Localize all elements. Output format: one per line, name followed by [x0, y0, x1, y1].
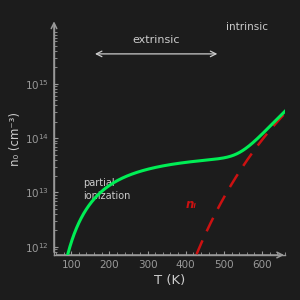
X-axis label: T (K): T (K): [154, 274, 185, 287]
Text: extrinsic: extrinsic: [132, 35, 180, 45]
Text: partial
ionization: partial ionization: [82, 178, 130, 201]
Text: nᵢ: nᵢ: [186, 198, 197, 211]
Y-axis label: n₀ (cm⁻³): n₀ (cm⁻³): [9, 112, 22, 166]
Text: intrinsic: intrinsic: [226, 22, 268, 32]
